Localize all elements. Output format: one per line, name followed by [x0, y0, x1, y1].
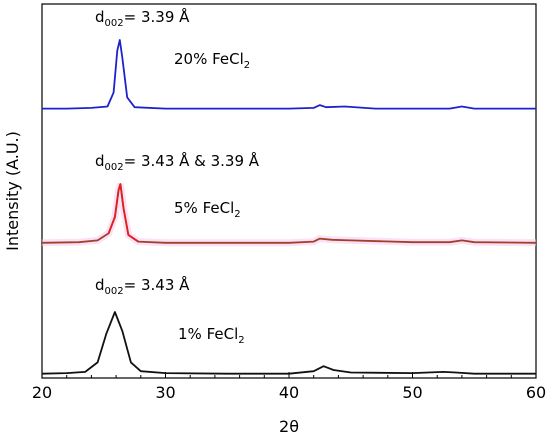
series-layer: [41, 39, 537, 375]
x-tick-label: 50: [402, 383, 422, 402]
x-tick-label: 30: [155, 383, 175, 402]
d-spacing-annotation-fecl2_5: d002= 3.43 Å & 3.39 Å: [95, 151, 260, 173]
series-label-fecl2_1: 1% FeCl2: [178, 325, 245, 346]
annotation-layer: d002= 3.39 Å 20% FeCl2 d002= 3.43 Å & 3.39…: [95, 7, 260, 346]
x-tick-label: 20: [32, 383, 52, 402]
series-label-fecl2_5: 5% FeCl2: [174, 199, 241, 220]
d-spacing-annotation-fecl2_1: d002= 3.43 Å: [95, 275, 190, 297]
series-line-fecl2_1: [41, 311, 536, 375]
x-tick-label: 60: [526, 383, 546, 402]
series-line-fecl2_20: [42, 39, 536, 110]
y-axis-label: Intensity (A.U.): [3, 131, 22, 251]
d-spacing-annotation-fecl2_20: d002= 3.39 Å: [95, 7, 190, 29]
x-axis-ticks: 20 30 40 50 60: [32, 372, 546, 402]
series-peak-fecl2_5: [107, 183, 139, 243]
series-label-fecl2_20: 20% FeCl2: [174, 50, 250, 71]
x-tick-label: 40: [279, 383, 299, 402]
x-axis-label: 2θ: [279, 417, 299, 436]
